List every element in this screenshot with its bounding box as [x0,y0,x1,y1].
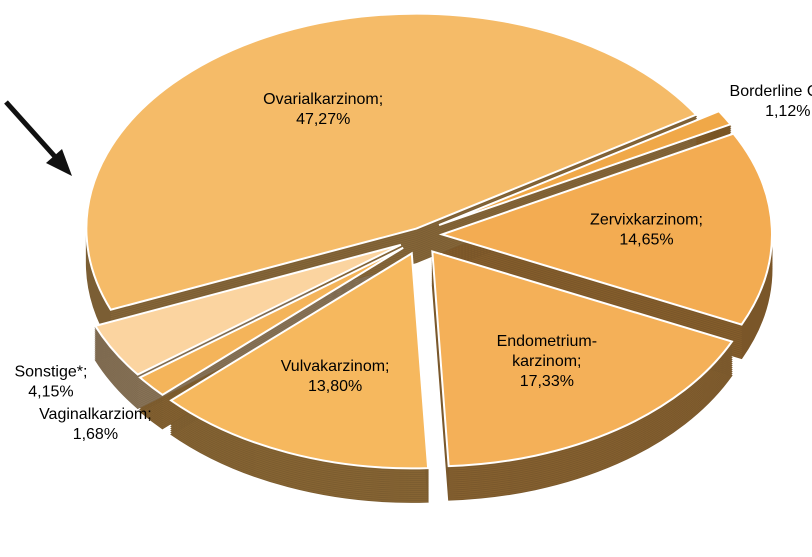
labels: Borderline Ovar; 1,12% Zervixkarzinom; 14,6… [14,83,812,443]
slice [169,251,430,470]
slice [438,132,773,326]
label-line: 47,27% [296,111,350,128]
label-line: Sonstige*; [14,364,87,381]
label-line: 14,65% [619,232,673,249]
label-line: Borderline Ovar; [730,83,812,100]
label-line: 17,33% [520,373,574,390]
slice-tops [85,12,773,470]
slice-label: Sonstige*; 4,15% [14,364,87,401]
label-line: 4,15% [28,384,73,401]
label-line: 1,68% [73,426,118,443]
slice-label: Ovarialkarzinom; 47,27% [263,91,383,128]
label-line: 13,80% [308,378,362,395]
arrow [4,100,72,176]
label-line: Vulvakarzinom; [281,358,390,375]
slice [438,109,733,227]
slice [93,243,402,376]
slice-label: Borderline Ovar; 1,12% [730,83,812,120]
label-line: Vaginalkarziom; [39,406,152,423]
slice [431,250,734,468]
slice-label: Vulvakarzinom; 13,80% [281,358,390,395]
slice-label: Endometrium-karzinom; 17,33% [497,333,597,390]
label-line: 1,12% [765,103,810,120]
slice [138,246,404,397]
label-line: karzinom; [512,353,581,370]
label-line: Zervixkarzinom; [590,212,703,229]
label-line: Ovarialkarzinom; [263,91,383,108]
slice-label: Zervixkarzinom; 14,65% [590,212,703,249]
slice [85,12,698,311]
label-line: Endometrium- [497,333,597,350]
slice-label: Vaginalkarziom; 1,68% [39,406,152,443]
